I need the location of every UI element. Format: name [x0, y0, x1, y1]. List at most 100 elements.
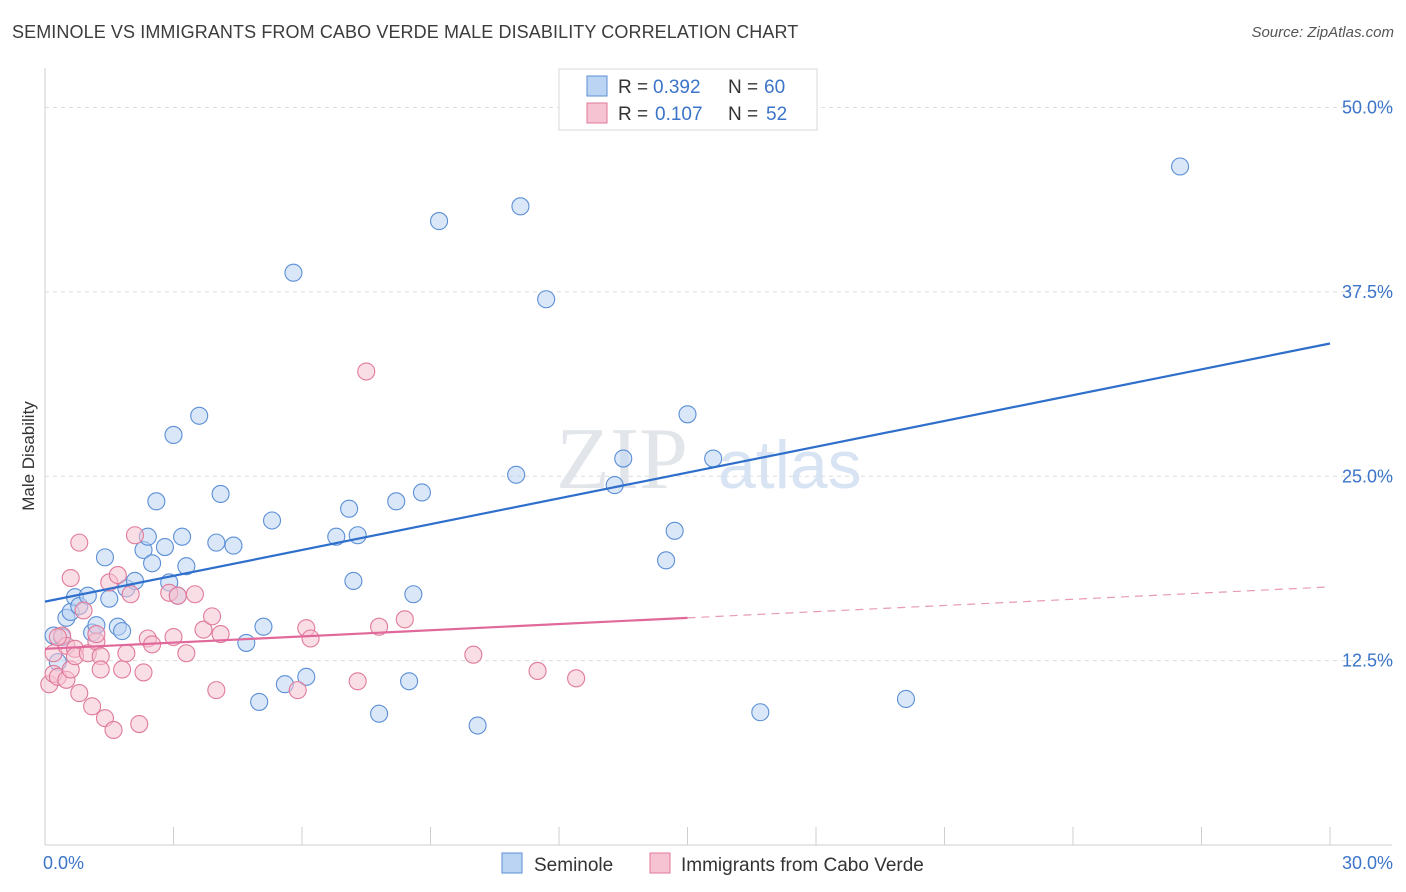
- legend-n-value-1: 60: [764, 77, 785, 98]
- seminole-point: [147, 492, 166, 511]
- watermark-atlas: atlas: [718, 427, 862, 503]
- cabo-verde-point: [70, 684, 89, 703]
- seminole-point: [370, 704, 389, 723]
- chart-title: SEMINOLE VS IMMIGRANTS FROM CABO VERDE M…: [12, 22, 799, 42]
- cabo-verde-point: [104, 720, 123, 740]
- series-legend-swatch-cabo-verde: [649, 852, 671, 874]
- seminole-point: [468, 716, 487, 735]
- y-tick-label: 50.0%: [1342, 98, 1393, 118]
- series-legend-label-seminole: Seminole: [534, 855, 613, 876]
- seminole-point: [511, 197, 530, 216]
- seminole-point: [400, 672, 419, 691]
- legend-r-value-2: 0.107: [655, 104, 703, 125]
- seminole-point: [348, 526, 367, 545]
- cabo-verde-point: [74, 601, 93, 620]
- cabo-verde-point: [61, 568, 80, 588]
- y-axis-label: Male Disability: [19, 401, 38, 511]
- seminole-point: [704, 449, 723, 468]
- seminole-point: [657, 551, 676, 570]
- seminole-point: [113, 622, 132, 641]
- y-tick-label: 12.5%: [1342, 651, 1393, 671]
- legend-r-label-1: R =: [618, 77, 648, 98]
- y-tick-label: 37.5%: [1342, 282, 1393, 302]
- cabo-verde-point: [370, 617, 389, 636]
- seminole-point: [254, 617, 273, 636]
- cabo-verde-point: [164, 627, 183, 647]
- seminole-point: [190, 406, 209, 425]
- cabo-verde-point: [125, 526, 144, 545]
- seminole-point: [143, 554, 162, 573]
- data-points: [40, 157, 1190, 740]
- legend-n-label-1: N =: [728, 77, 758, 98]
- seminole-point: [665, 521, 684, 540]
- seminole-point: [537, 290, 556, 309]
- seminole-point: [95, 548, 115, 567]
- cabo-verde-point: [301, 629, 320, 648]
- seminole-point: [155, 537, 174, 557]
- y-tick-labels: 12.5% 25.0% 37.5% 50.0%: [1342, 98, 1393, 671]
- legend-n-label-2: N =: [728, 104, 758, 125]
- legend-n-value-2: 52: [766, 104, 787, 125]
- seminole-point: [237, 633, 256, 652]
- series-legend-label-cabo-verde: Immigrants from Cabo Verde: [681, 855, 924, 876]
- seminole-point: [327, 527, 346, 546]
- y-axis-label-group: Male Disability: [19, 401, 38, 511]
- cabo-verde-point: [288, 681, 307, 700]
- cabo-verde-point: [348, 672, 367, 691]
- seminole-point: [614, 449, 633, 468]
- x-tick-labels: 0.0% 30.0%: [43, 853, 1393, 873]
- series-legend-swatch-seminole: [501, 852, 523, 874]
- seminole-point: [100, 589, 119, 608]
- cabo-verde-point: [567, 669, 586, 688]
- seminole-point: [412, 483, 431, 502]
- cabo-verde-point: [203, 607, 222, 626]
- cabo-verde-point: [194, 620, 213, 639]
- legend-swatch-seminole: [586, 75, 608, 97]
- cabo-verde-point: [357, 362, 376, 381]
- seminole-point: [262, 511, 282, 530]
- gridlines: [45, 107, 1392, 662]
- cabo-verde-point: [134, 663, 153, 682]
- legend-swatch-cabo-verde: [586, 102, 608, 124]
- cabo-verde-point: [395, 610, 414, 629]
- seminole-point: [173, 527, 192, 546]
- seminole-point: [751, 703, 770, 722]
- cabo-verde-point: [91, 660, 110, 679]
- cabo-verde-point: [117, 644, 136, 663]
- seminole-point: [678, 405, 697, 424]
- cabo-verde-point: [113, 660, 132, 679]
- source-credit: Source: ZipAtlas.com: [1251, 24, 1394, 41]
- cabo-verde-point: [211, 625, 230, 644]
- seminole-point: [430, 212, 449, 231]
- cabo-verde-trend-extension: [687, 586, 1331, 619]
- cabo-verde-point: [48, 627, 67, 647]
- cabo-verde-point: [130, 714, 149, 734]
- seminole-point: [387, 492, 406, 511]
- seminole-point: [177, 557, 196, 576]
- seminole-point: [211, 484, 230, 504]
- cabo-verde-point: [207, 681, 226, 700]
- seminole-point: [896, 689, 916, 709]
- cabo-verde-trend-line: [44, 616, 688, 650]
- cabo-verde-point: [528, 661, 547, 681]
- seminole-point: [284, 263, 303, 282]
- series-legend: Seminole Immigrants from Cabo Verde: [501, 852, 924, 876]
- cabo-verde-point: [168, 586, 187, 605]
- y-tick-label: 25.0%: [1342, 466, 1393, 486]
- seminole-point: [340, 499, 359, 518]
- cabo-verde-point: [185, 585, 204, 604]
- cabo-verde-point: [87, 625, 106, 644]
- seminole-point: [250, 692, 269, 711]
- axes: [44, 68, 1392, 846]
- seminole-trend-line: [44, 342, 1331, 603]
- cabo-verde-point: [108, 566, 127, 585]
- x-tick-label-max: 30.0%: [1342, 853, 1393, 873]
- trend-lines: [44, 342, 1331, 650]
- cabo-verde-point: [177, 644, 196, 663]
- seminole-point: [1171, 157, 1190, 176]
- correlation-legend: R = 0.392 N = 60 R = 0.107 N = 52: [558, 68, 818, 131]
- seminole-point: [507, 465, 526, 484]
- cabo-verde-point: [464, 645, 483, 664]
- seminole-point: [404, 585, 423, 604]
